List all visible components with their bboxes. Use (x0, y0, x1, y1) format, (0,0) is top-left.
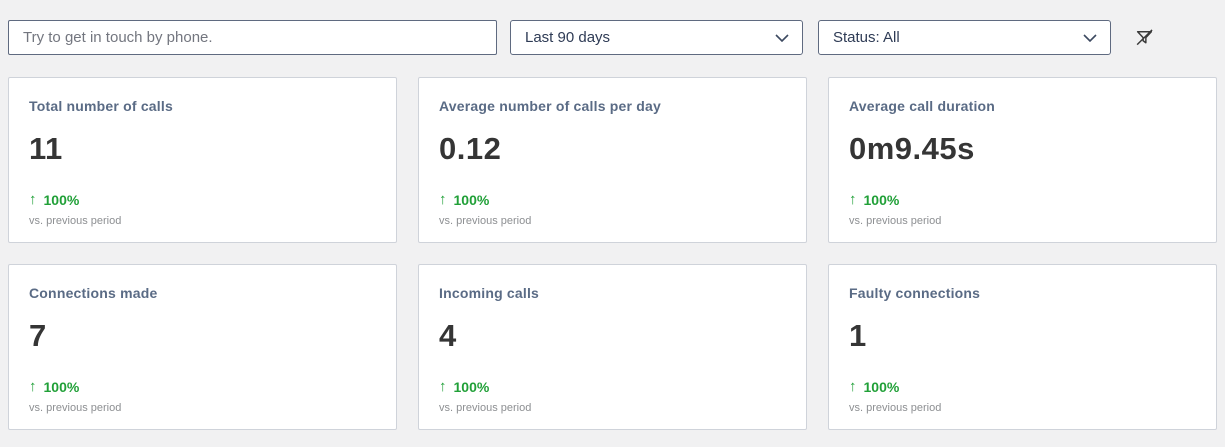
stat-card-value: 1 (849, 318, 867, 353)
stat-card-title: Connections made (29, 285, 158, 301)
stat-card-value: 0m9.45s (849, 131, 975, 166)
stat-card-value: 11 (29, 131, 63, 166)
filters-bar: Last 90 days Status: All (8, 20, 1217, 55)
stat-card-comparison: vs. previous period (439, 402, 532, 414)
stats-grid: Total number of calls 11 ↑ 100% vs. prev… (8, 77, 1217, 430)
status-select[interactable]: Status: All (818, 20, 1111, 55)
stat-card-comparison: vs. previous period (849, 215, 942, 227)
up-arrow-icon: ↑ (439, 191, 447, 208)
stat-card-value: 0.12 (439, 131, 502, 166)
call-statistics-dashboard: Last 90 days Status: All Total number of… (0, 20, 1225, 430)
stat-card-title: Average number of calls per day (439, 98, 661, 114)
stat-card-incoming-calls: Incoming calls 4 ↑ 100% vs. previous per… (418, 264, 807, 430)
period-select[interactable]: Last 90 days (510, 20, 803, 55)
up-arrow-icon: ↑ (439, 378, 447, 395)
up-arrow-icon: ↑ (849, 191, 857, 208)
up-arrow-icon: ↑ (849, 378, 857, 395)
chevron-down-icon (1083, 33, 1097, 42)
stat-card-avg-calls-per-day: Average number of calls per day 0.12 ↑ 1… (418, 77, 807, 243)
stat-card-change-percent: 100% (43, 191, 80, 208)
status-select-value: Status: All (833, 29, 900, 46)
period-select-value: Last 90 days (525, 29, 611, 46)
stat-card-comparison: vs. previous period (849, 402, 942, 414)
stat-card-value: 4 (439, 318, 457, 353)
stat-card-title: Incoming calls (439, 285, 540, 301)
stat-card-comparison: vs. previous period (439, 215, 532, 227)
search-input[interactable] (8, 20, 497, 55)
stat-card-value: 7 (29, 318, 47, 353)
stat-card-change-percent: 100% (863, 191, 900, 208)
stat-card-connections-made: Connections made 7 ↑ 100% vs. previous p… (8, 264, 397, 430)
stat-card-total-calls: Total number of calls 11 ↑ 100% vs. prev… (8, 77, 397, 243)
stat-card-title: Total number of calls (29, 98, 173, 114)
stat-card-avg-call-duration: Average call duration 0m9.45s ↑ 100% vs.… (828, 77, 1217, 243)
stat-card-title: Average call duration (849, 98, 996, 114)
stat-card-title: Faulty connections (849, 285, 981, 301)
stat-card-change: ↑ 100% (439, 378, 786, 395)
stat-card-change: ↑ 100% (439, 191, 786, 208)
stat-card-faulty-connections: Faulty connections 1 ↑ 100% vs. previous… (828, 264, 1217, 430)
stat-card-change: ↑ 100% (29, 191, 376, 208)
up-arrow-icon: ↑ (29, 378, 37, 395)
clear-filter-icon (1136, 29, 1153, 46)
stat-card-change: ↑ 100% (29, 378, 376, 395)
clear-filters-button[interactable] (1130, 24, 1158, 52)
stat-card-change-percent: 100% (43, 378, 80, 395)
stat-card-change: ↑ 100% (849, 191, 1196, 208)
stat-card-comparison: vs. previous period (29, 215, 122, 227)
chevron-down-icon (775, 33, 789, 42)
stat-card-change-percent: 100% (453, 378, 490, 395)
stat-card-change-percent: 100% (453, 191, 490, 208)
stat-card-comparison: vs. previous period (29, 402, 122, 414)
stat-card-change: ↑ 100% (849, 378, 1196, 395)
stat-card-change-percent: 100% (863, 378, 900, 395)
up-arrow-icon: ↑ (29, 191, 37, 208)
